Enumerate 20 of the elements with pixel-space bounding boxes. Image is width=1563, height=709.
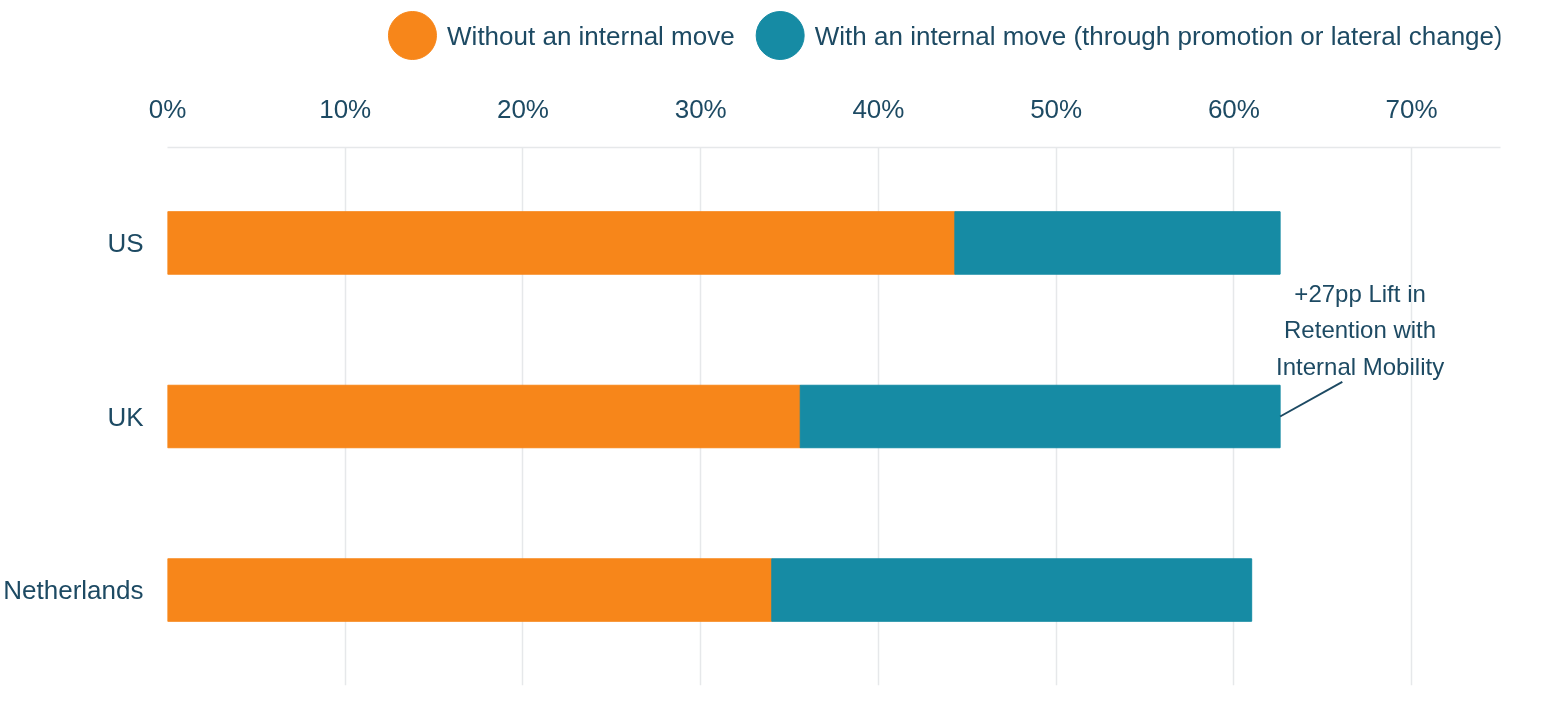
y-tick-label: Netherlands xyxy=(3,575,144,606)
x-tick-label: 0% xyxy=(148,93,187,124)
x-tick-label: 50% xyxy=(1030,93,1083,124)
bar xyxy=(167,211,956,275)
x-tick-label: 30% xyxy=(674,93,727,124)
bar xyxy=(799,384,1281,449)
x-tick-label: 70% xyxy=(1385,93,1438,124)
y-tick-label: US xyxy=(107,227,144,258)
x-tick-label: 40% xyxy=(852,93,905,124)
legend-label: With an internal move (through promotion or lateral change) xyxy=(814,20,1503,51)
bar xyxy=(954,211,1281,275)
bar xyxy=(167,384,801,449)
x-tick-label: 10% xyxy=(319,93,372,124)
legend-label: Without an internal move xyxy=(447,20,735,51)
x-tick-label: 60% xyxy=(1207,93,1260,124)
annotation: +27pp Lift in Retention with Internal Mobility xyxy=(1276,279,1445,380)
y-tick-label: UK xyxy=(107,401,145,432)
bar xyxy=(771,558,1253,622)
x-tick-label: 20% xyxy=(496,93,549,124)
bar xyxy=(167,558,773,622)
